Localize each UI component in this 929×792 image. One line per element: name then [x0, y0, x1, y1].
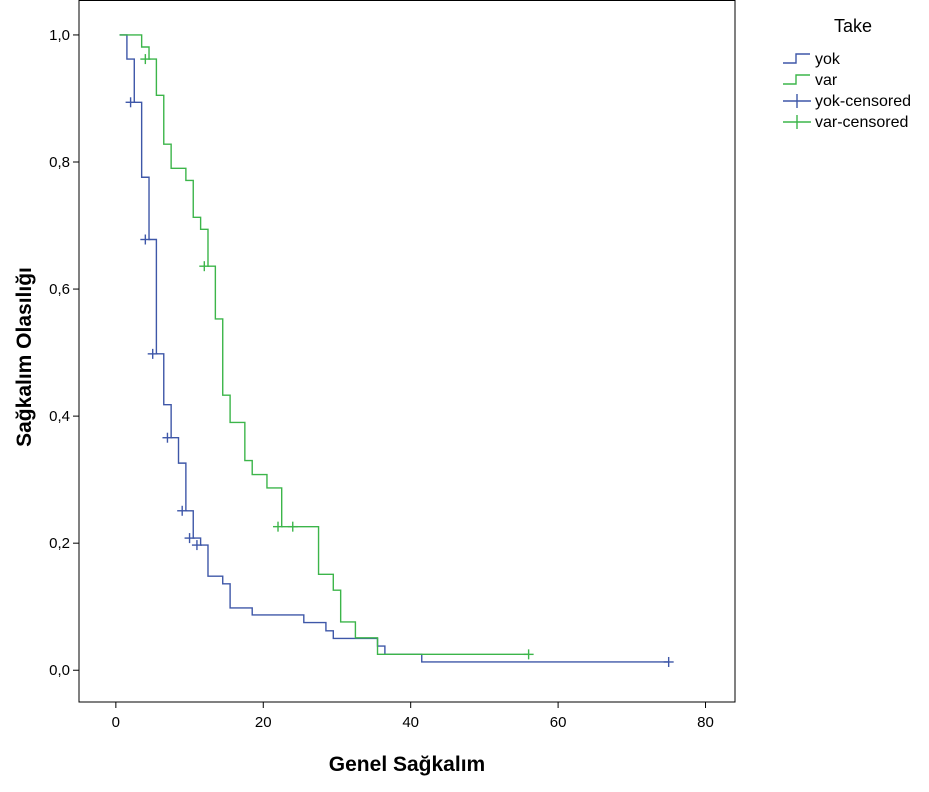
- y-tick-label: 0,6: [49, 281, 70, 298]
- censor-mark-yok: [191, 540, 202, 551]
- censor-mark-yok: [184, 533, 195, 544]
- x-tick-label: 0: [112, 714, 120, 731]
- legend-item: var-censored: [783, 114, 908, 131]
- legend-step-swatch: [783, 74, 810, 85]
- legend-item: yok: [783, 51, 841, 68]
- censor-mark-var: [273, 521, 284, 532]
- legend-label: yok-censored: [815, 93, 911, 110]
- censor-mark-var: [140, 54, 151, 65]
- y-axis-title: Sağkalım Olasılığı: [13, 267, 36, 447]
- censor-mark-yok: [663, 656, 674, 667]
- censor-mark-yok: [125, 97, 136, 108]
- x-tick-label: 20: [255, 714, 272, 731]
- y-tick-label: 0,8: [49, 154, 70, 171]
- x-axis-title: Genel Sağkalım: [329, 753, 485, 776]
- legend-label: var-censored: [815, 114, 908, 131]
- series-layer: [119, 34, 674, 667]
- y-tick-label: 0,0: [49, 662, 70, 679]
- legend-item: yok-censored: [783, 93, 911, 110]
- censor-mark-var: [287, 521, 298, 532]
- censor-mark-yok: [147, 348, 158, 359]
- axes-layer: 0 20 40 60 80 0,0 0,2 0,4 0,6 0,8 1,0: [49, 27, 714, 731]
- censor-mark-yok: [162, 432, 173, 443]
- censor-mark-yok: [140, 234, 151, 245]
- censor-mark-var: [199, 261, 210, 272]
- y-tick-label: 1,0: [49, 27, 70, 44]
- y-tick-label: 0,4: [49, 408, 70, 425]
- censor-mark-var: [523, 649, 534, 660]
- legend-label: yok: [815, 51, 841, 68]
- plot-frame: [78, 0, 736, 703]
- y-tick-label: 0,2: [49, 535, 70, 552]
- legend-title: Take: [834, 16, 872, 36]
- series-line-var: [119, 34, 529, 656]
- x-tick-label: 60: [550, 714, 567, 731]
- legend-item: var: [783, 72, 838, 89]
- legend: Take yok var yok-censored var-censored: [783, 16, 911, 131]
- x-tick-label: 80: [697, 714, 714, 731]
- legend-label: var: [815, 72, 838, 89]
- x-tick-label: 40: [402, 714, 419, 731]
- censor-mark-yok: [177, 505, 188, 516]
- series-line-yok: [119, 34, 669, 663]
- legend-step-swatch: [783, 53, 810, 64]
- legend-items: yok var yok-censored var-censored: [783, 51, 911, 131]
